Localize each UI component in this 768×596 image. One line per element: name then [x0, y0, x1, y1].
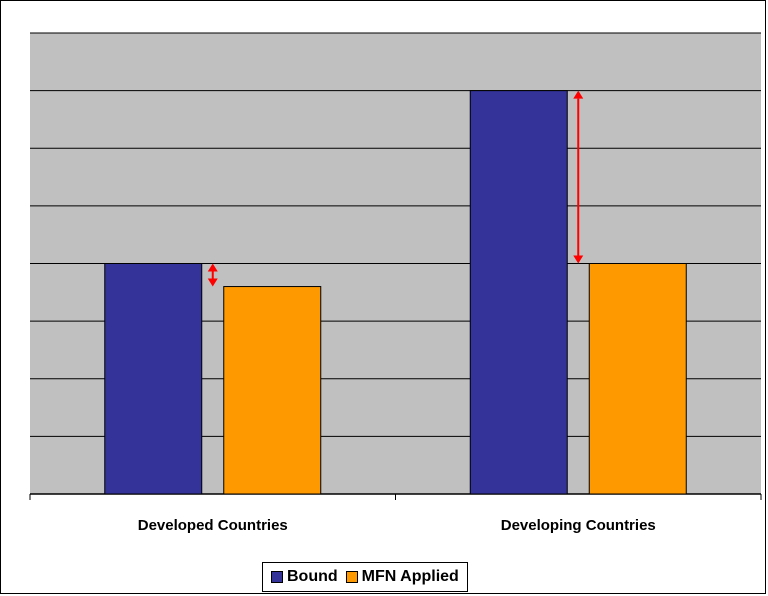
legend-label-bound: Bound [287, 568, 338, 585]
legend-label-mfn-applied: MFN Applied [361, 568, 459, 585]
gap-arrow-head-bottom-1 [573, 255, 584, 264]
gap-arrow-head-top-0 [207, 263, 218, 272]
gap-arrow-head-bottom-0 [207, 278, 218, 287]
category-label-developing: Developing Countries [501, 517, 656, 534]
legend-swatch-bound [271, 571, 283, 583]
category-label-developed: Developed Countries [138, 517, 288, 534]
gap-arrow-head-top-1 [573, 90, 584, 99]
legend: Bound MFN Applied [262, 562, 468, 592]
legend-swatch-mfn-applied [345, 571, 358, 583]
bar-mfn-applied-1 [588, 263, 687, 495]
bar-bound-1 [469, 90, 568, 495]
bar-mfn-applied-0 [223, 286, 322, 495]
legend-item-mfn-applied: MFN Applied [345, 568, 459, 586]
plot-area [29, 32, 762, 500]
legend-item-bound: Bound [271, 568, 338, 586]
bar-bound-0 [104, 263, 203, 495]
